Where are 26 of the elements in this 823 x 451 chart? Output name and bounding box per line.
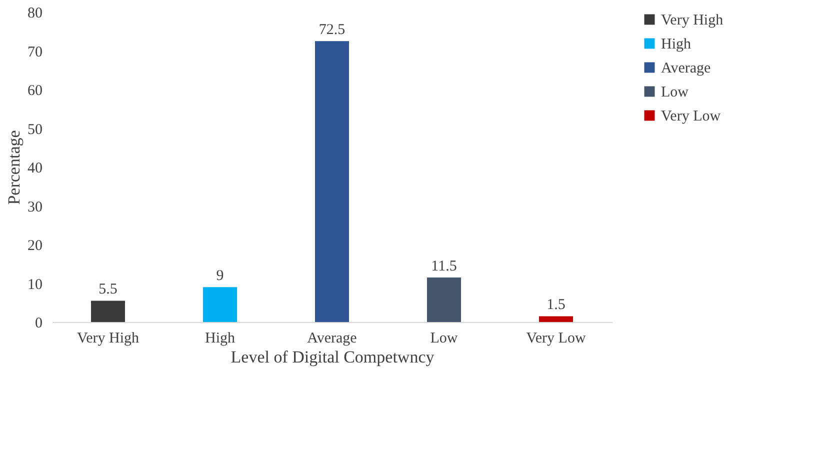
x-tick-label: High bbox=[205, 330, 236, 346]
data-label: 11.5 bbox=[431, 258, 457, 274]
x-tick-label: Very Low bbox=[526, 330, 586, 346]
y-tick-label: 70 bbox=[28, 44, 42, 60]
legend-label: Low bbox=[661, 84, 689, 100]
legend-label: High bbox=[661, 36, 692, 52]
y-tick-label: 0 bbox=[35, 316, 42, 332]
y-tick-label: 80 bbox=[28, 6, 42, 22]
y-tick-label: 10 bbox=[28, 276, 42, 293]
y-tick-label: 50 bbox=[28, 122, 42, 138]
x-axis-title: Level of Digital Competwncy bbox=[230, 348, 435, 366]
data-label: 72.5 bbox=[318, 22, 346, 38]
y-tick-label: 30 bbox=[28, 199, 42, 216]
y-axis-title: Percentage bbox=[4, 130, 24, 205]
data-label: 1.5 bbox=[546, 297, 566, 314]
legend-label: Very High bbox=[661, 12, 724, 28]
legend-label: Very Low bbox=[661, 108, 721, 124]
data-label: 9 bbox=[216, 268, 224, 284]
y-tick-label: 60 bbox=[28, 83, 42, 99]
x-tick-label: Very High bbox=[76, 330, 140, 346]
y-tick-label: 40 bbox=[28, 160, 42, 176]
x-tick-label: Average bbox=[307, 330, 358, 346]
data-label: 5.5 bbox=[98, 282, 118, 298]
y-tick-label: 20 bbox=[28, 238, 42, 254]
x-tick-label: Low bbox=[430, 330, 458, 346]
legend-label: Average bbox=[661, 60, 712, 76]
